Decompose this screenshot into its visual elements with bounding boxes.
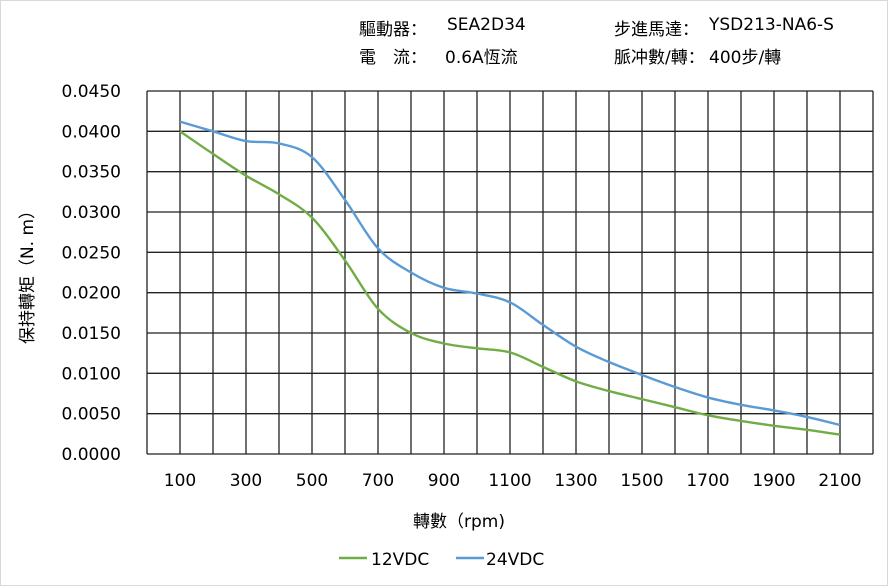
x-tick-label: 1300 bbox=[554, 471, 597, 491]
y-tick-label: 0.0400 bbox=[62, 122, 121, 142]
x-tick-label: 500 bbox=[296, 471, 328, 491]
x-tick-label: 1900 bbox=[752, 471, 795, 491]
y-tick-label: 0.0150 bbox=[62, 324, 121, 344]
x-tick-label: 1100 bbox=[488, 471, 531, 491]
y-axis-title: 保持轉矩（N. m） bbox=[18, 202, 38, 344]
y-tick-label: 0.0450 bbox=[62, 82, 121, 102]
series-line-12vdc bbox=[179, 130, 841, 436]
x-tick-label: 100 bbox=[164, 471, 196, 491]
x-tick-label: 2100 bbox=[818, 471, 861, 491]
series-line-24vdc bbox=[179, 120, 841, 427]
current-value: 0.6A恆流 bbox=[445, 48, 518, 68]
y-tick-label: 0.0100 bbox=[62, 364, 121, 384]
y-tick-label: 0.0250 bbox=[62, 243, 121, 263]
pulses-label: 脈冲數/轉： bbox=[614, 48, 705, 68]
legend-label-24vdc: 24VDC bbox=[486, 550, 544, 570]
x-tick-label: 1700 bbox=[686, 471, 729, 491]
x-tick-labels: 100 300 500 700 900 1100 1300 1500 1700 1900 2100 bbox=[164, 471, 862, 491]
y-tick-label: 0.0050 bbox=[62, 405, 121, 425]
legend-label-12vdc: 12VDC bbox=[371, 550, 429, 570]
x-tick-label: 300 bbox=[230, 471, 262, 491]
driver-label: 驅動器： bbox=[359, 20, 427, 40]
x-tick-label: 1500 bbox=[620, 471, 663, 491]
grid bbox=[146, 90, 874, 455]
driver-value: SEA2D34 bbox=[447, 15, 526, 35]
y-tick-label: 0.0200 bbox=[62, 284, 121, 304]
y-tick-label: 0.0350 bbox=[62, 163, 121, 183]
x-tick-label: 900 bbox=[428, 471, 460, 491]
current-label: 電 流： bbox=[359, 48, 427, 68]
motor-value: YSD213-NA6-S bbox=[709, 15, 834, 35]
y-tick-labels: 0.0000 0.0050 0.0100 0.0150 0.0200 0.0250 0.03… bbox=[62, 82, 121, 465]
x-tick-label: 700 bbox=[362, 471, 394, 491]
pulses-value: 400步/轉 bbox=[709, 48, 782, 68]
y-tick-label: 0.0300 bbox=[62, 203, 121, 223]
y-tick-label: 0.0000 bbox=[62, 445, 121, 465]
series-lines bbox=[179, 120, 841, 436]
x-axis-title: 轉數（rpm) bbox=[413, 512, 505, 532]
legend: 12VDC 24VDC bbox=[339, 550, 544, 570]
motor-label: 步進馬達： bbox=[614, 20, 699, 40]
